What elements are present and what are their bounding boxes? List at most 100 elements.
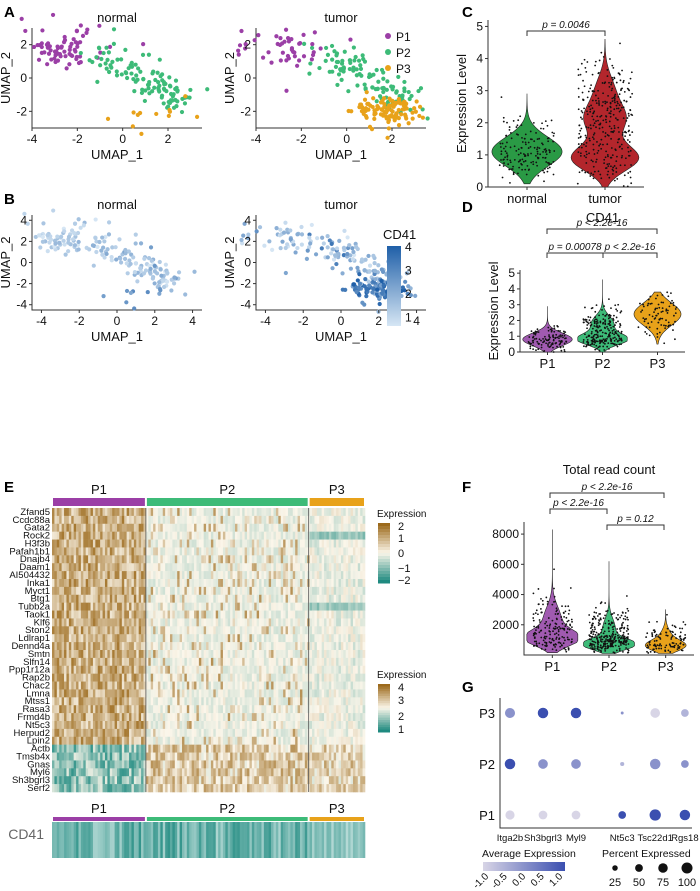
data-point [180, 96, 185, 102]
data-point [544, 120, 547, 123]
heatmap-cell [136, 555, 139, 564]
heatmap-cell [172, 602, 176, 611]
data-point [358, 102, 363, 107]
data-point [135, 112, 140, 117]
heatmap-cell [326, 586, 330, 596]
data-point [669, 324, 672, 327]
heatmap-cell [328, 602, 332, 611]
heatmap-cell [232, 508, 236, 517]
heatmap-cell [328, 665, 332, 674]
heatmap-cell [102, 673, 106, 682]
heatmap-cell [131, 681, 135, 690]
heatmap-cell [107, 594, 111, 603]
heatmap-cell [290, 547, 294, 556]
heatmap-cell [336, 547, 339, 556]
heatmap-cell [95, 515, 99, 525]
heatmap-cell [343, 539, 347, 548]
data-point [347, 66, 352, 72]
heatmap-cell [316, 642, 320, 651]
heatmap-cell [153, 594, 156, 603]
heatmap-cell [360, 523, 363, 532]
heatmap-cell [117, 523, 120, 532]
heatmap-cell [312, 571, 315, 580]
heatmap-cell [68, 634, 72, 643]
heatmap-cell [206, 547, 209, 556]
heatmap-cell [95, 681, 99, 690]
data-point [576, 182, 579, 185]
data-point [589, 321, 592, 324]
heatmap-cell [112, 618, 115, 627]
heatmap-cell [340, 594, 344, 603]
heatmap-cell [184, 626, 188, 635]
data-point [545, 161, 548, 163]
heatmap-cell [85, 515, 89, 525]
data-point [278, 245, 283, 251]
heatmap-cell [251, 563, 255, 572]
heatmap-cell [150, 665, 154, 674]
heatmap-cell [107, 650, 111, 659]
heatmap-cell [268, 610, 272, 619]
data-point [371, 96, 376, 101]
data-point [66, 234, 72, 239]
data-point [529, 130, 532, 133]
heatmap-cell [237, 673, 241, 682]
heatmap-cell [314, 594, 318, 603]
heatmap-cell [88, 515, 91, 525]
data-point [590, 127, 592, 130]
heatmap-cell [295, 586, 298, 596]
heatmap-cell [129, 555, 132, 564]
heatmap-cell [68, 650, 72, 659]
heatmap-cell [97, 681, 101, 690]
heatmap-cell [357, 555, 361, 564]
heatmap-cell [52, 610, 55, 619]
heatmap-cell [76, 531, 79, 540]
data-point [399, 112, 404, 117]
data-point [283, 220, 288, 225]
heatmap-cell [141, 610, 144, 619]
heatmap-cell [182, 650, 185, 659]
row-label: Daam1 [19, 562, 50, 573]
heatmap-cell [92, 515, 96, 525]
heatmap-cell [160, 515, 164, 525]
heatmap-cell [167, 571, 171, 580]
data-point [649, 302, 652, 305]
heatmap-cell [244, 618, 248, 627]
heatmap-cell [285, 523, 289, 532]
heatmap-cell [271, 618, 274, 627]
heatmap-cell [299, 539, 303, 548]
data-point [289, 47, 294, 52]
heatmap-cell [155, 634, 159, 643]
heatmap-cell [92, 618, 96, 627]
heatmap-cell [343, 563, 347, 572]
heatmap-cell [198, 571, 202, 580]
heatmap-cell [343, 650, 347, 659]
data-point [606, 69, 609, 71]
x-tick-label: 4 [413, 314, 420, 328]
heatmap-cell [259, 586, 262, 596]
heatmap-cell [280, 602, 284, 611]
heatmap-cell [220, 681, 224, 690]
data-point [261, 55, 266, 60]
heatmap-cell [157, 508, 161, 517]
heatmap-cell [343, 626, 347, 635]
heatmap-cell [343, 508, 347, 517]
data-point [355, 265, 360, 271]
heatmap-cell [165, 673, 168, 682]
data-point [596, 340, 599, 343]
data-point [129, 64, 135, 69]
heatmap-cell [227, 602, 231, 611]
heatmap-cell [350, 673, 354, 682]
heatmap-cell [117, 586, 120, 596]
heatmap-cell [97, 673, 101, 682]
data-point [310, 52, 316, 58]
heatmap-cell [283, 681, 286, 690]
data-point [598, 102, 600, 104]
data-point [535, 337, 538, 340]
heatmap-cell [119, 508, 123, 517]
data-point [590, 84, 592, 87]
heatmap-cell [76, 681, 79, 690]
data-point [621, 154, 624, 157]
heatmap-cell [239, 634, 243, 643]
data-point [341, 245, 347, 251]
